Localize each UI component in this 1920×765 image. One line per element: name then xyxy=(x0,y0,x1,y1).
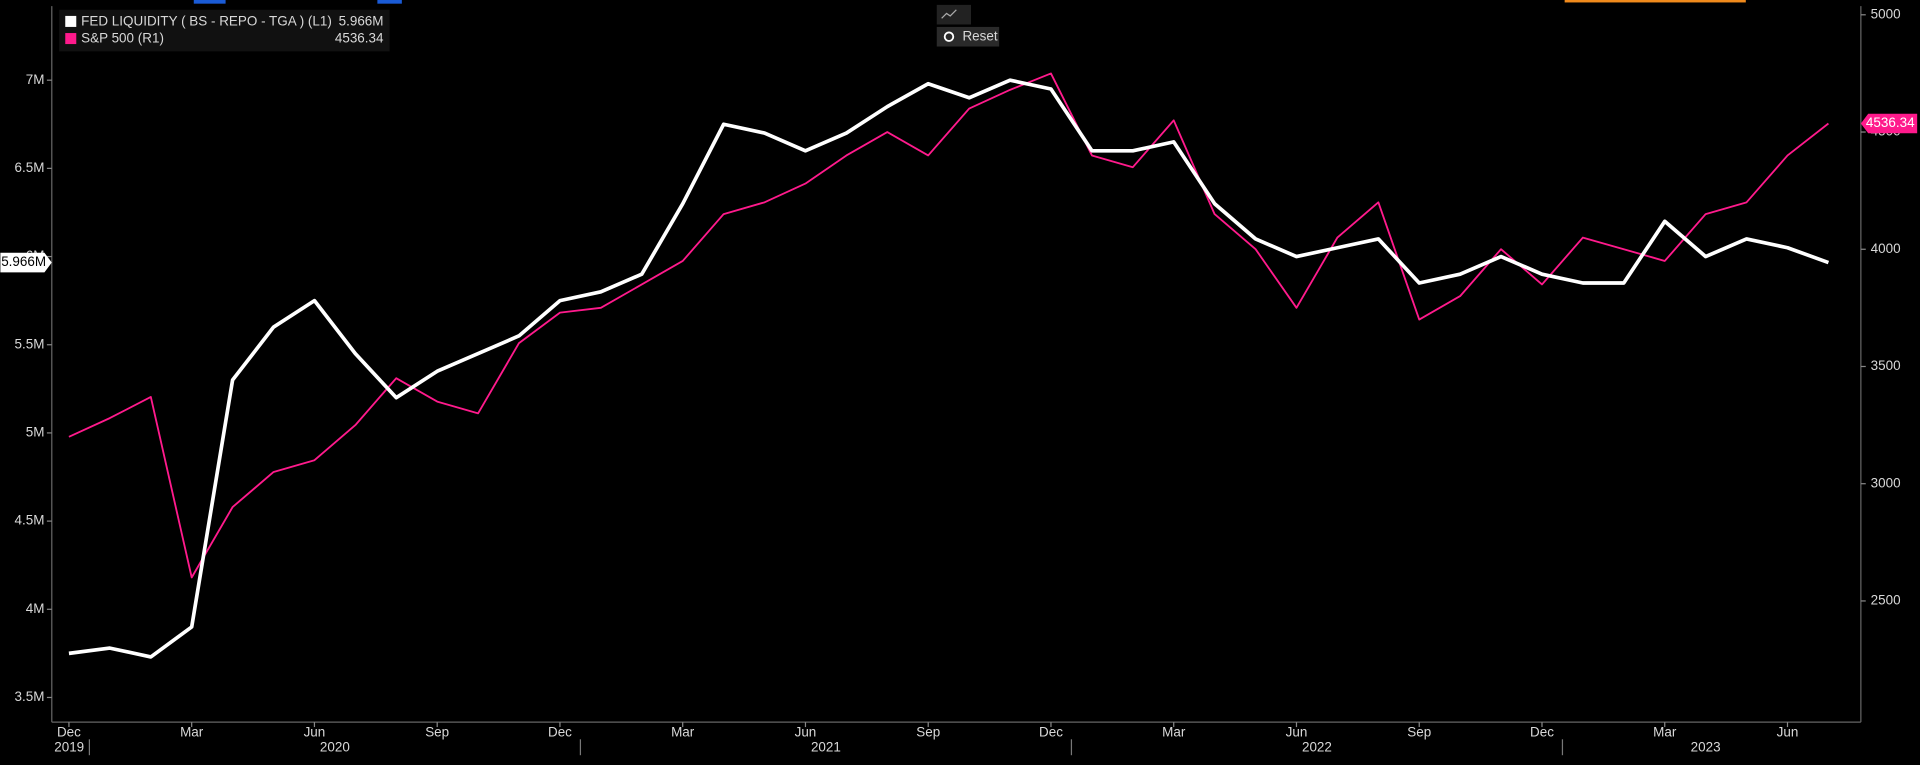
tab-marker xyxy=(377,0,402,4)
reset-icon xyxy=(943,31,955,42)
chart-type-button[interactable] xyxy=(936,4,972,25)
reset-label[interactable]: Reset xyxy=(962,28,997,43)
x-tick-label: Jun xyxy=(1286,725,1308,740)
x-tick-label: Mar xyxy=(1162,725,1186,740)
y-tick-label: 3.5M xyxy=(15,689,45,704)
last-value-tag xyxy=(0,252,52,273)
x-tick-label: Mar xyxy=(1653,725,1677,740)
data-line xyxy=(68,72,1829,579)
tab-marker xyxy=(193,0,226,4)
x-tick-label: Dec xyxy=(548,725,572,740)
last-value-tag xyxy=(1860,113,1918,134)
x-tick-label: Sep xyxy=(916,725,940,740)
legend-swatch xyxy=(65,15,77,27)
y-tick-label: 4.5M xyxy=(15,513,45,528)
legend-value: 5.966M xyxy=(339,14,384,29)
reset-button[interactable] xyxy=(936,26,1000,47)
y-tick-label: 4M xyxy=(26,601,45,616)
legend-swatch xyxy=(65,33,77,45)
legend xyxy=(59,9,390,52)
last-value-label: 4536.34 xyxy=(1866,115,1915,130)
y2-tick-label: 2500 xyxy=(1871,593,1901,608)
y-tick-label: 6.5M xyxy=(15,160,45,175)
y-tick-label: 5.5M xyxy=(15,336,45,351)
y-tick-label: 7M xyxy=(26,72,45,87)
legend-value: 4536.34 xyxy=(335,31,384,46)
data-line xyxy=(68,78,1830,659)
x-tick-label: Sep xyxy=(425,725,449,740)
y2-tick-label: 5000 xyxy=(1871,6,1901,21)
x-tick-label: Dec xyxy=(1530,725,1554,740)
y2-tick-label: 3500 xyxy=(1871,358,1901,373)
x-tick-label: Mar xyxy=(180,725,204,740)
year-label: 2020 xyxy=(320,739,350,754)
year-label: 2023 xyxy=(1691,739,1721,754)
x-tick-label: Jun xyxy=(304,725,326,740)
chart-type-icon xyxy=(941,9,957,19)
year-label: 2022 xyxy=(1302,739,1332,754)
y-tick-label: 5M xyxy=(26,424,45,439)
tab-marker xyxy=(1564,0,1746,3)
x-tick-label: Mar xyxy=(671,725,695,740)
last-value-label: 5.966M xyxy=(1,254,46,269)
x-tick-label: Jun xyxy=(1777,725,1799,740)
y2-tick-label: 4000 xyxy=(1871,241,1901,256)
x-tick-label: Dec xyxy=(1039,725,1063,740)
legend-label: S&P 500 (R1) xyxy=(81,31,164,46)
x-tick-label: Sep xyxy=(1407,725,1431,740)
y2-tick-label: 3000 xyxy=(1871,475,1901,490)
year-label: 2021 xyxy=(811,739,841,754)
x-tick-label: Jun xyxy=(795,725,817,740)
legend-label: FED LIQUIDITY ( BS - REPO - TGA ) (L1) xyxy=(81,14,332,29)
year-label: 2019 xyxy=(54,739,84,754)
x-tick-label: Dec xyxy=(57,725,81,740)
